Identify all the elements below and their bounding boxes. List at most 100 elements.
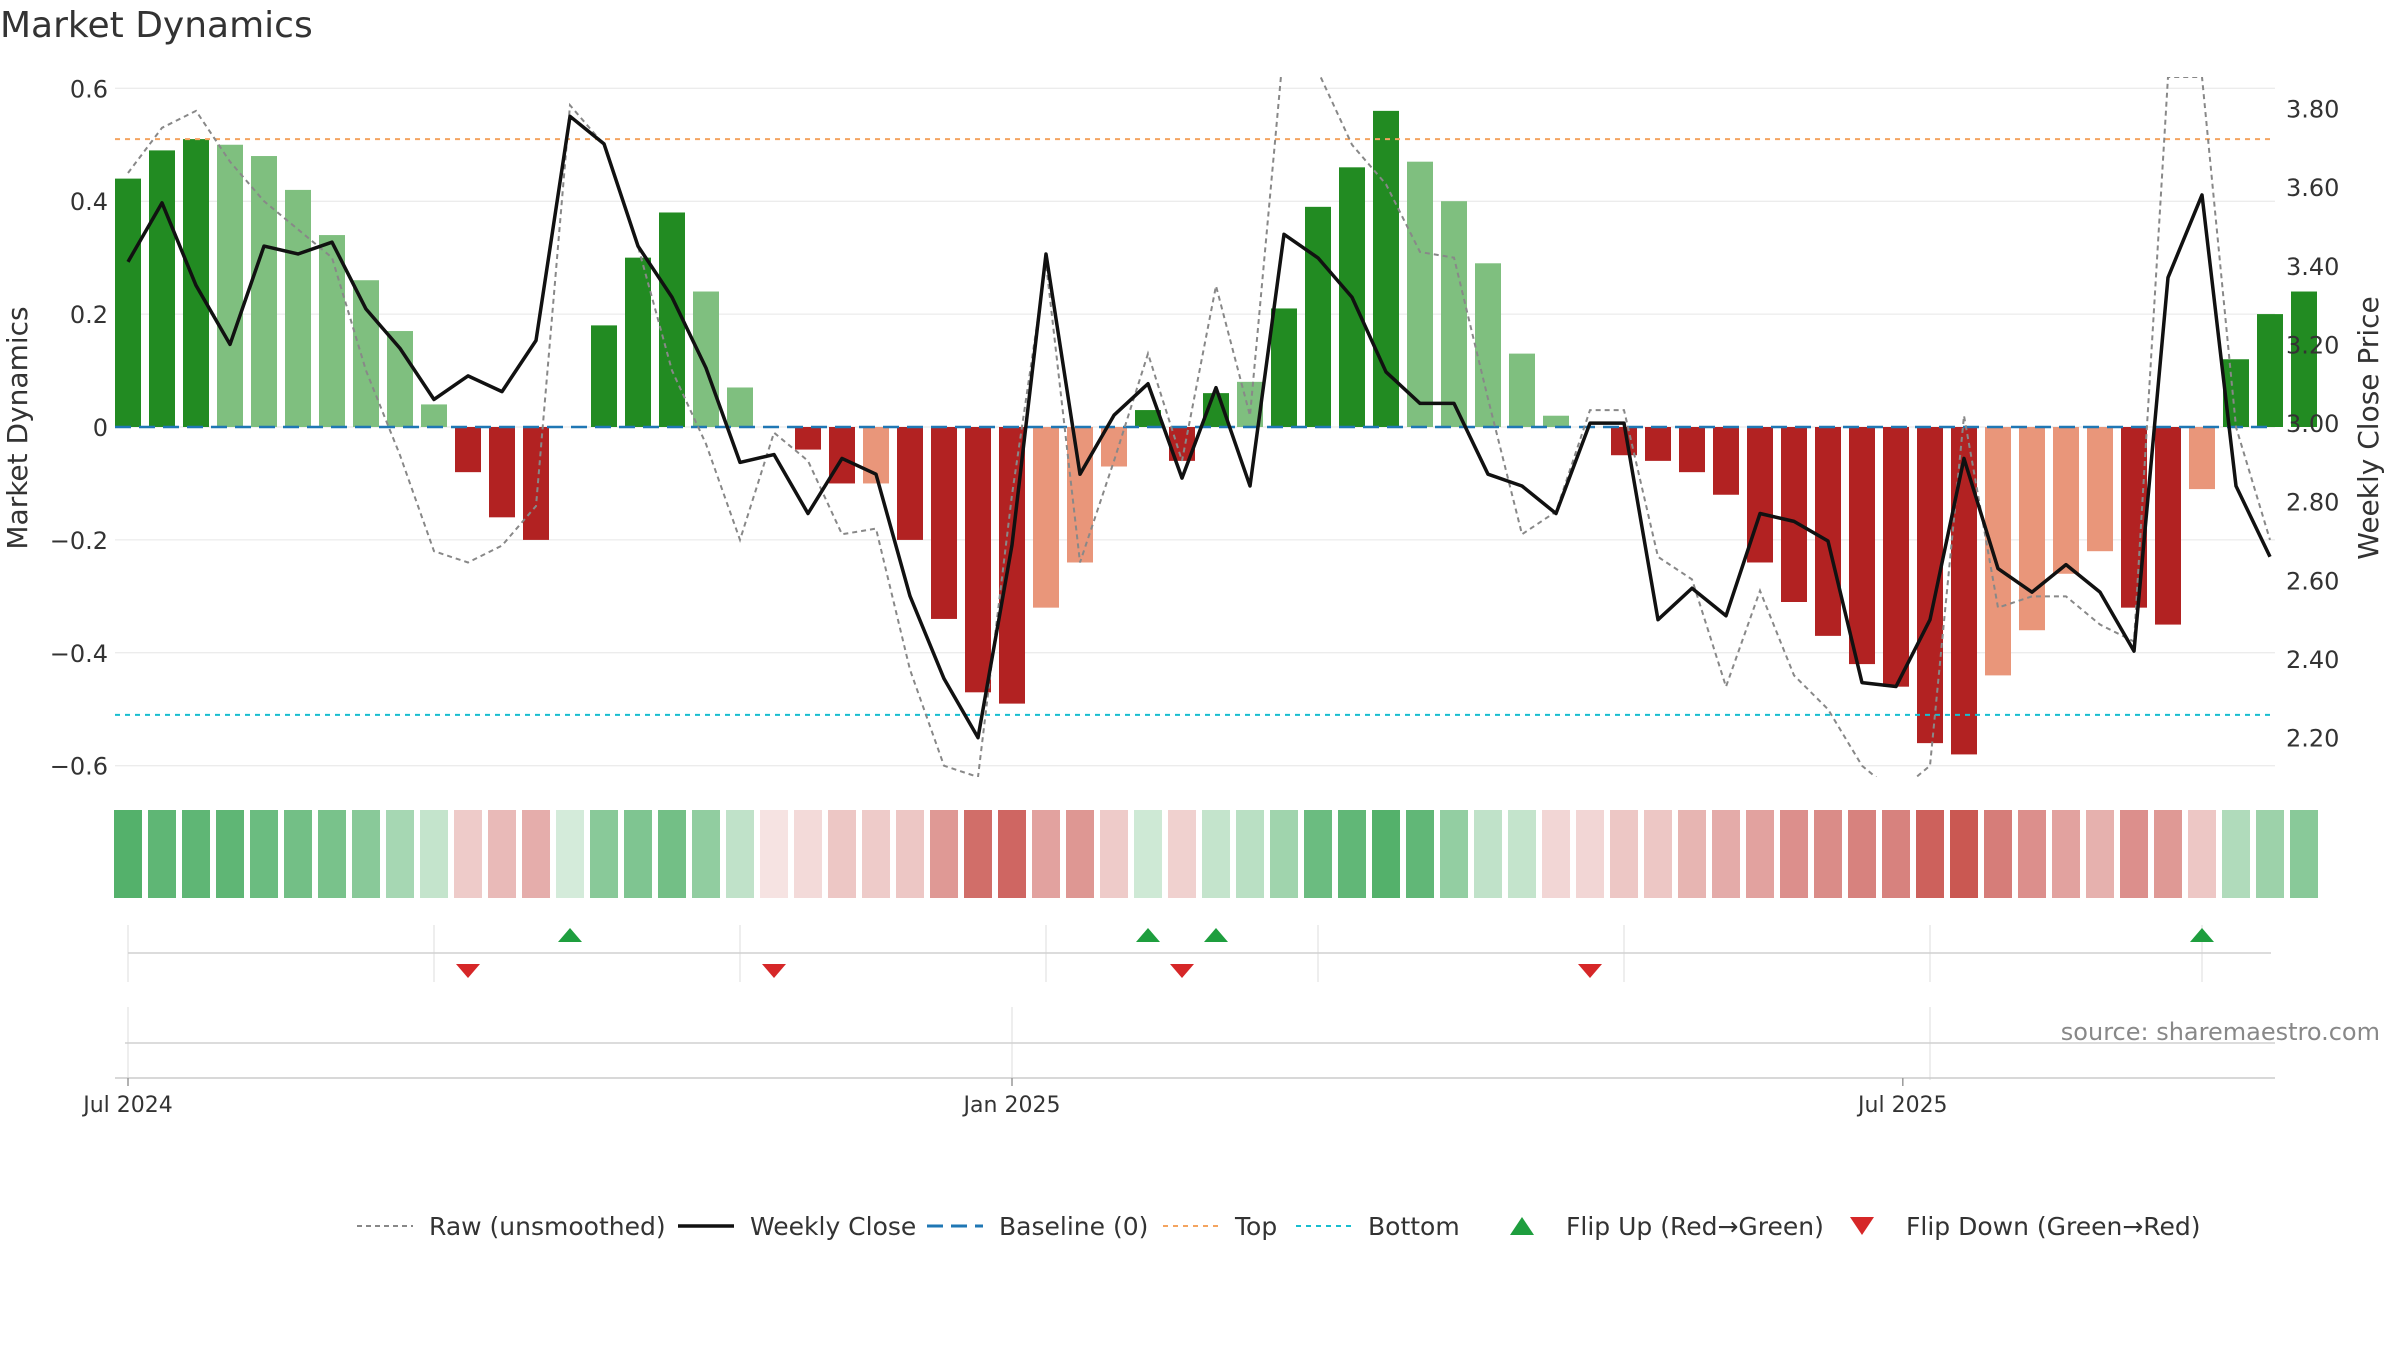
heat-strip-cell bbox=[1508, 810, 1536, 898]
dynamics-bar bbox=[1305, 206, 1331, 427]
heat-strip-cell bbox=[1066, 810, 1094, 898]
dynamics-bar bbox=[455, 427, 481, 473]
dynamics-bar bbox=[2155, 427, 2181, 625]
heat-strip-cell bbox=[2086, 810, 2114, 898]
dynamics-bar bbox=[659, 212, 685, 427]
flip-up-marker bbox=[1204, 928, 1228, 942]
right-tick-label: 2.60 bbox=[2286, 567, 2339, 595]
heat-strip-cell bbox=[1746, 810, 1774, 898]
x-tick-label: Jul 2025 bbox=[1856, 1093, 1948, 1118]
dynamics-bar bbox=[523, 427, 549, 540]
right-tick-label: 2.80 bbox=[2286, 489, 2339, 517]
flip-markers-panel bbox=[127, 925, 2271, 982]
heat-strip bbox=[114, 810, 2318, 898]
heat-strip-cell bbox=[1168, 810, 1196, 898]
heat-strip-cell bbox=[420, 810, 448, 898]
heat-strip-cell bbox=[930, 810, 958, 898]
heat-strip-cell bbox=[828, 810, 856, 898]
dynamics-bar bbox=[1917, 427, 1943, 744]
heat-strip-cell bbox=[1134, 810, 1162, 898]
dynamics-bar bbox=[795, 427, 821, 450]
dynamics-bar bbox=[965, 427, 991, 693]
heat-strip-cell bbox=[522, 810, 550, 898]
legend: Raw (unsmoothed) Weekly Close Baseline (0)… bbox=[357, 1212, 2201, 1241]
dynamics-bar bbox=[149, 150, 175, 428]
legend-label: Top bbox=[1234, 1212, 1277, 1241]
left-tick-label: 0 bbox=[93, 414, 108, 442]
heat-strip-cell bbox=[2120, 810, 2148, 898]
legend-label: Bottom bbox=[1368, 1212, 1460, 1241]
dynamics-bar bbox=[1849, 427, 1875, 665]
heat-strip-cell bbox=[454, 810, 482, 898]
heat-strip-cell bbox=[1440, 810, 1468, 898]
flip-down-marker bbox=[456, 964, 480, 978]
heat-strip-cell bbox=[1678, 810, 1706, 898]
heat-strip-cell bbox=[2018, 810, 2046, 898]
heat-strip-cell bbox=[1304, 810, 1332, 898]
dynamics-bar bbox=[489, 427, 515, 518]
heat-strip-cell bbox=[1984, 810, 2012, 898]
legend-flip-down-icon bbox=[1850, 1217, 1874, 1235]
right-tick-label: 3.80 bbox=[2286, 95, 2339, 123]
dynamics-bar bbox=[421, 404, 447, 427]
dynamics-bar bbox=[1883, 427, 1909, 687]
dynamics-bar bbox=[1713, 427, 1739, 495]
heat-strip-cell bbox=[2222, 810, 2250, 898]
heat-strip-cell bbox=[1202, 810, 1230, 898]
series-lines bbox=[126, 77, 2272, 777]
heat-strip-cell bbox=[862, 810, 890, 898]
right-tick-label: 2.40 bbox=[2286, 646, 2339, 674]
dynamics-bar bbox=[2291, 291, 2317, 427]
right-tick-label: 3.00 bbox=[2286, 410, 2339, 438]
legend-label: Flip Up (Red→Green) bbox=[1566, 1212, 1824, 1241]
heat-strip-cell bbox=[1406, 810, 1434, 898]
heat-strip-cell bbox=[1032, 810, 1060, 898]
legend-label: Raw (unsmoothed) bbox=[429, 1212, 666, 1241]
x-tick-label: Jul 2024 bbox=[81, 1093, 173, 1118]
dynamics-bar bbox=[217, 144, 243, 427]
lower-panel: Jul 2024 Jan 2025 Jul 2025 bbox=[81, 1007, 2275, 1118]
dynamics-bar bbox=[387, 331, 413, 427]
heat-strip-cell bbox=[488, 810, 516, 898]
right-tick-label: 3.60 bbox=[2286, 174, 2339, 202]
heat-strip-cell bbox=[658, 810, 686, 898]
heat-strip-cell bbox=[318, 810, 346, 898]
heat-strip-cell bbox=[896, 810, 924, 898]
left-tick-label: 0.4 bbox=[70, 188, 108, 216]
heat-strip-cell bbox=[556, 810, 584, 898]
dynamics-bar bbox=[2189, 427, 2215, 490]
heat-strip-cell bbox=[114, 810, 142, 898]
heat-strip-cell bbox=[590, 810, 618, 898]
flip-down-marker bbox=[1170, 964, 1194, 978]
left-axis-label: Market Dynamics bbox=[1, 306, 34, 549]
heat-strip-cell bbox=[760, 810, 788, 898]
dynamics-bar bbox=[1815, 427, 1841, 636]
heat-strip-cell bbox=[2256, 810, 2284, 898]
dynamics-bar bbox=[1407, 161, 1433, 427]
flip-down-marker bbox=[1578, 964, 1602, 978]
heat-strip-cell bbox=[2290, 810, 2318, 898]
heat-strip-cell bbox=[2052, 810, 2080, 898]
heat-strip-cell bbox=[1780, 810, 1808, 898]
dynamics-bar bbox=[1475, 263, 1501, 427]
dynamics-bar bbox=[1271, 308, 1297, 427]
dynamics-bar bbox=[1135, 410, 1161, 427]
weekly-close-line bbox=[126, 114, 2272, 740]
dynamics-bar bbox=[1951, 427, 1977, 755]
dynamics-bar bbox=[1033, 427, 1059, 608]
dynamics-bar bbox=[727, 387, 753, 427]
right-tick-label: 2.20 bbox=[2286, 725, 2339, 753]
dynamics-bar bbox=[897, 427, 923, 540]
legend-flip-up-icon bbox=[1510, 1217, 1534, 1235]
heat-strip-cell bbox=[1814, 810, 1842, 898]
dynamics-bar bbox=[1985, 427, 2011, 676]
heat-strip-cell bbox=[1610, 810, 1638, 898]
dynamics-bar bbox=[353, 280, 379, 427]
dynamics-bar bbox=[1067, 427, 1093, 563]
dynamics-bar bbox=[1543, 415, 1569, 427]
legend-label: Baseline (0) bbox=[999, 1212, 1148, 1241]
heat-strip-cell bbox=[1950, 810, 1978, 898]
dynamics-bar bbox=[591, 325, 617, 427]
dynamics-bar bbox=[1645, 427, 1671, 461]
chart-title: Market Dynamics bbox=[0, 5, 313, 46]
